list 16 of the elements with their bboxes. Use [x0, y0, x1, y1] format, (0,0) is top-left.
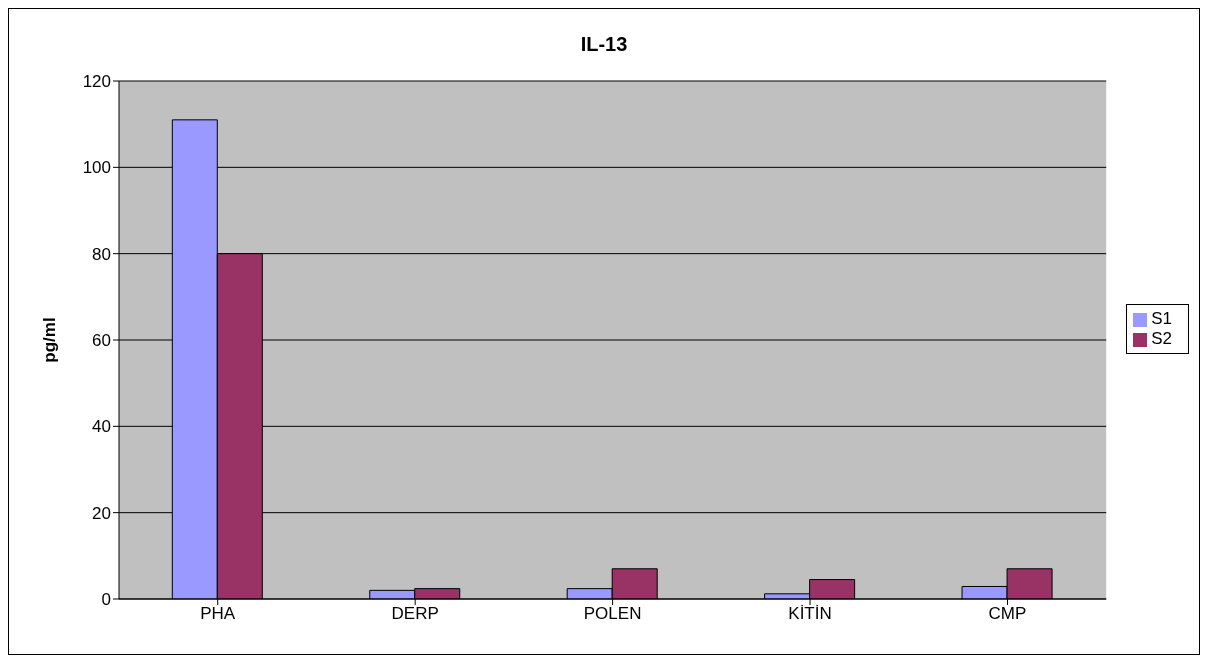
y-tick-label: 100	[82, 158, 111, 178]
y-axis-title: pg/ml	[40, 317, 60, 363]
y-tick-label: 80	[92, 244, 111, 264]
x-tick-label: DERP	[391, 604, 439, 624]
x-tick-label: PHA	[200, 604, 236, 624]
legend-label: S2	[1151, 329, 1172, 348]
legend-label: S1	[1151, 309, 1172, 328]
y-tick-label: 120	[82, 72, 111, 92]
x-tick-label: POLEN	[583, 604, 642, 624]
y-tick-label: 40	[92, 417, 111, 437]
y-tick-label: 20	[92, 503, 111, 523]
x-tick-label: CMP	[988, 604, 1027, 624]
y-tick-label: 0	[101, 590, 111, 610]
y-tick-label: 60	[92, 331, 111, 351]
chart-title: IL-13	[579, 33, 629, 56]
x-tick-label: KİTİN	[788, 604, 832, 624]
